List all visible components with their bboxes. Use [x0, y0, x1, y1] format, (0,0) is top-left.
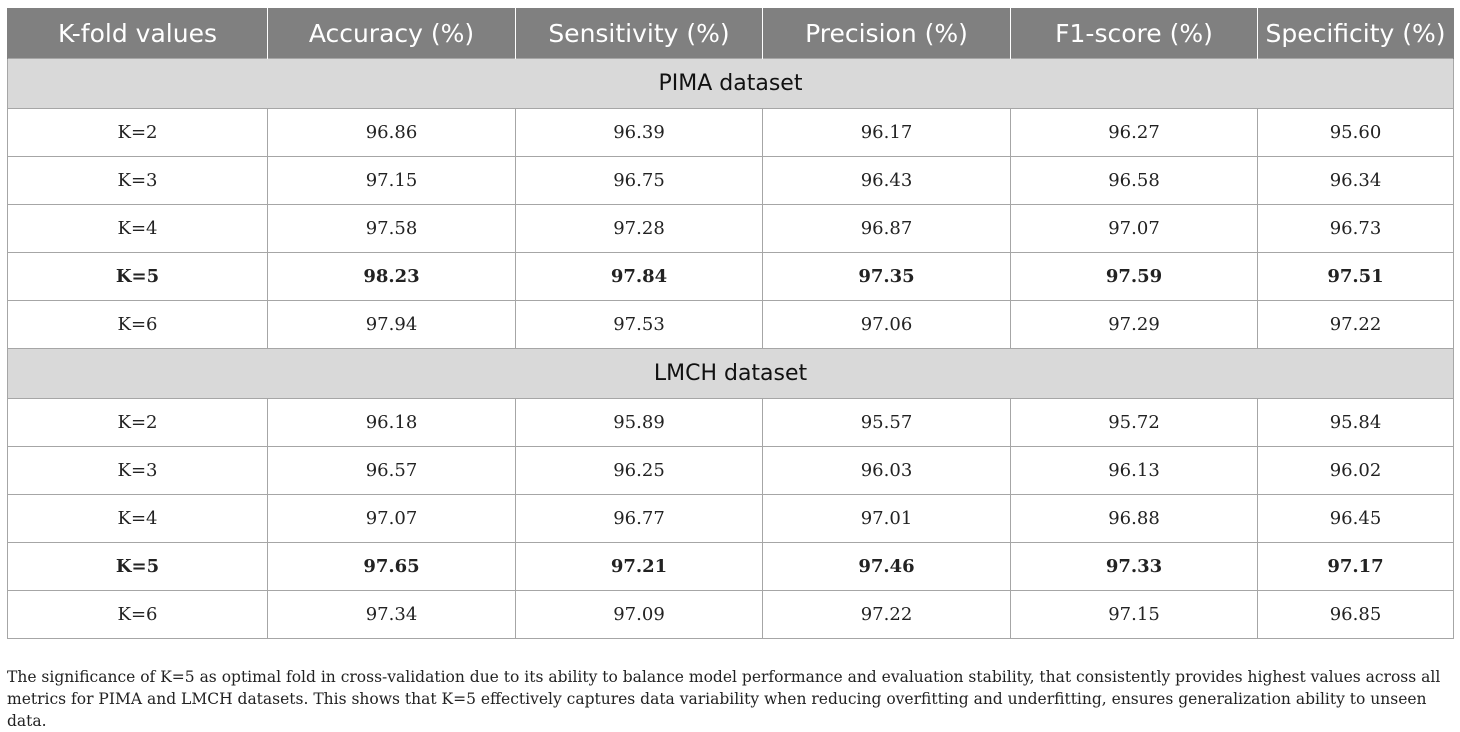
- kfold-cell: K=6: [7, 300, 268, 349]
- kfold-cell: K=5: [7, 252, 268, 301]
- section-header-row: PIMA dataset: [7, 58, 1454, 109]
- precision-cell: 97.35: [762, 252, 1011, 301]
- sensitivity-cell: 95.89: [515, 398, 763, 447]
- f1-score-cell: 97.07: [1010, 204, 1258, 253]
- sensitivity-cell: 97.53: [515, 300, 763, 349]
- table-row: K=2 96.86 96.39 96.17 96.27 95.60: [7, 108, 1454, 157]
- sensitivity-cell: 96.75: [515, 156, 763, 205]
- header-sensitivity: Sensitivity (%): [515, 8, 763, 59]
- f1-score-cell: 96.58: [1010, 156, 1258, 205]
- precision-cell: 97.46: [762, 542, 1011, 591]
- header-row: K-fold values Accuracy (%) Sensitivity (…: [7, 8, 1454, 59]
- specificity-cell: 97.51: [1257, 252, 1454, 301]
- sensitivity-cell: 97.09: [515, 590, 763, 639]
- f1-score-cell: 96.27: [1010, 108, 1258, 157]
- section-title: PIMA dataset: [7, 58, 1454, 109]
- kfold-cell: K=6: [7, 590, 268, 639]
- specificity-cell: 96.85: [1257, 590, 1454, 639]
- specificity-cell: 97.17: [1257, 542, 1454, 591]
- table-row: K=5 97.65 97.21 97.46 97.33 97.17: [7, 542, 1454, 591]
- specificity-cell: 95.60: [1257, 108, 1454, 157]
- precision-cell: 96.17: [762, 108, 1011, 157]
- table-row: K=4 97.58 97.28 96.87 97.07 96.73: [7, 204, 1454, 253]
- kfold-cell: K=2: [7, 108, 268, 157]
- f1-score-cell: 97.33: [1010, 542, 1258, 591]
- f1-score-cell: 96.13: [1010, 446, 1258, 495]
- header-f1-score: F1-score (%): [1010, 8, 1258, 59]
- specificity-cell: 95.84: [1257, 398, 1454, 447]
- precision-cell: 97.01: [762, 494, 1011, 543]
- table-row: K=4 97.07 96.77 97.01 96.88 96.45: [7, 494, 1454, 543]
- f1-score-cell: 96.88: [1010, 494, 1258, 543]
- accuracy-cell: 96.86: [267, 108, 516, 157]
- table-row: K=6 97.94 97.53 97.06 97.29 97.22: [7, 300, 1454, 349]
- precision-cell: 96.43: [762, 156, 1011, 205]
- f1-score-cell: 97.29: [1010, 300, 1258, 349]
- accuracy-cell: 96.18: [267, 398, 516, 447]
- table-row: K=6 97.34 97.09 97.22 97.15 96.85: [7, 590, 1454, 639]
- specificity-cell: 96.02: [1257, 446, 1454, 495]
- kfold-cell: K=4: [7, 204, 268, 253]
- accuracy-cell: 97.34: [267, 590, 516, 639]
- kfold-cell: K=3: [7, 446, 268, 495]
- table-row: K=3 96.57 96.25 96.03 96.13 96.02: [7, 446, 1454, 495]
- f1-score-cell: 97.15: [1010, 590, 1258, 639]
- table-row: K=2 96.18 95.89 95.57 95.72 95.84: [7, 398, 1454, 447]
- accuracy-cell: 98.23: [267, 252, 516, 301]
- precision-cell: 97.22: [762, 590, 1011, 639]
- sensitivity-cell: 96.77: [515, 494, 763, 543]
- specificity-cell: 96.73: [1257, 204, 1454, 253]
- precision-cell: 96.87: [762, 204, 1011, 253]
- accuracy-cell: 97.15: [267, 156, 516, 205]
- precision-cell: 97.06: [762, 300, 1011, 349]
- section-header-row: LMCH dataset: [7, 348, 1454, 399]
- header-specificity: Specificity (%): [1257, 8, 1454, 59]
- table-body: PIMA dataset K=2 96.86 96.39 96.17 96.27 95.60…: [7, 58, 1454, 639]
- sensitivity-cell: 96.25: [515, 446, 763, 495]
- kfold-results-table: K-fold values Accuracy (%) Sensitivity (…: [7, 8, 1454, 639]
- f1-score-cell: 97.59: [1010, 252, 1258, 301]
- f1-score-cell: 95.72: [1010, 398, 1258, 447]
- results-table-container: K-fold values Accuracy (%) Sensitivity (…: [7, 8, 1454, 639]
- table-row: K=3 97.15 96.75 96.43 96.58 96.34: [7, 156, 1454, 205]
- header-kfold: K-fold values: [7, 8, 268, 59]
- sensitivity-cell: 97.84: [515, 252, 763, 301]
- accuracy-cell: 96.57: [267, 446, 516, 495]
- accuracy-cell: 97.07: [267, 494, 516, 543]
- specificity-cell: 97.22: [1257, 300, 1454, 349]
- sensitivity-cell: 97.28: [515, 204, 763, 253]
- table-footnote: The significance of K=5 as optimal fold …: [7, 667, 1441, 730]
- table-row: K=5 98.23 97.84 97.35 97.59 97.51: [7, 252, 1454, 301]
- accuracy-cell: 97.58: [267, 204, 516, 253]
- header-precision: Precision (%): [762, 8, 1011, 59]
- section-title: LMCH dataset: [7, 348, 1454, 399]
- sensitivity-cell: 96.39: [515, 108, 763, 157]
- kfold-cell: K=4: [7, 494, 268, 543]
- precision-cell: 96.03: [762, 446, 1011, 495]
- table-header: K-fold values Accuracy (%) Sensitivity (…: [7, 8, 1454, 59]
- accuracy-cell: 97.65: [267, 542, 516, 591]
- header-accuracy: Accuracy (%): [267, 8, 516, 59]
- accuracy-cell: 97.94: [267, 300, 516, 349]
- specificity-cell: 96.45: [1257, 494, 1454, 543]
- kfold-cell: K=2: [7, 398, 268, 447]
- precision-cell: 95.57: [762, 398, 1011, 447]
- kfold-cell: K=5: [7, 542, 268, 591]
- specificity-cell: 96.34: [1257, 156, 1454, 205]
- sensitivity-cell: 97.21: [515, 542, 763, 591]
- kfold-cell: K=3: [7, 156, 268, 205]
